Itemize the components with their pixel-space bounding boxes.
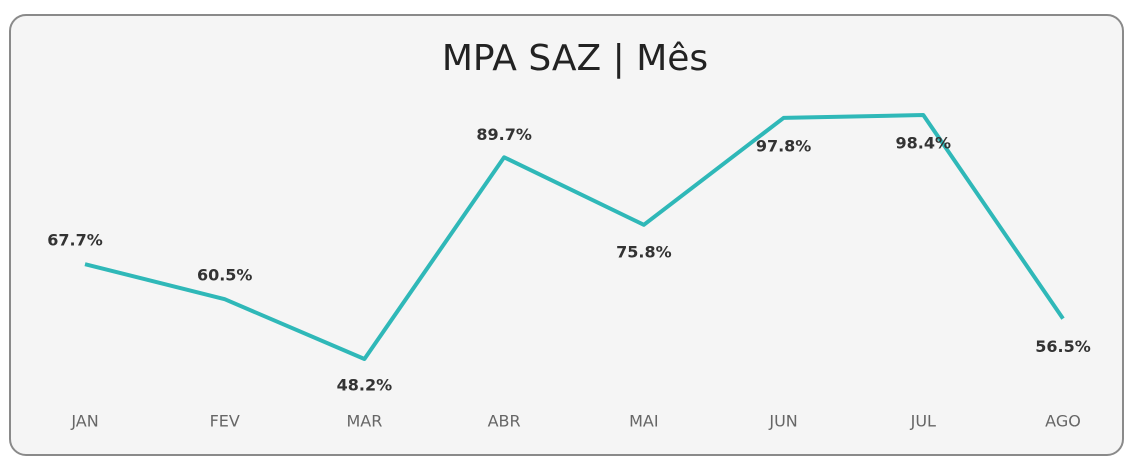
- x-tick-label: JUL: [910, 412, 936, 431]
- card: [9, 14, 1124, 456]
- x-tick-label: MAI: [629, 412, 658, 431]
- data-label: 89.7%: [476, 125, 532, 144]
- data-label: 98.4%: [896, 134, 952, 153]
- data-label: 48.2%: [337, 376, 393, 395]
- x-tick-label: MAR: [346, 412, 382, 431]
- data-label: 75.8%: [616, 242, 672, 261]
- x-tick-label: ABR: [488, 412, 521, 431]
- x-tick-label: JAN: [70, 412, 98, 431]
- data-label: 60.5%: [197, 266, 253, 285]
- line: [84, 113, 1065, 361]
- data-label: 97.8%: [756, 136, 812, 155]
- x-tick-label: JUN: [768, 412, 797, 431]
- x-tick-label: AGO: [1045, 412, 1081, 431]
- data-label: 67.7%: [47, 231, 103, 250]
- chart-title: MPA SAZ | Mês: [442, 38, 708, 79]
- x-tick-label: FEV: [210, 412, 240, 431]
- data-label: 56.5%: [1035, 337, 1091, 356]
